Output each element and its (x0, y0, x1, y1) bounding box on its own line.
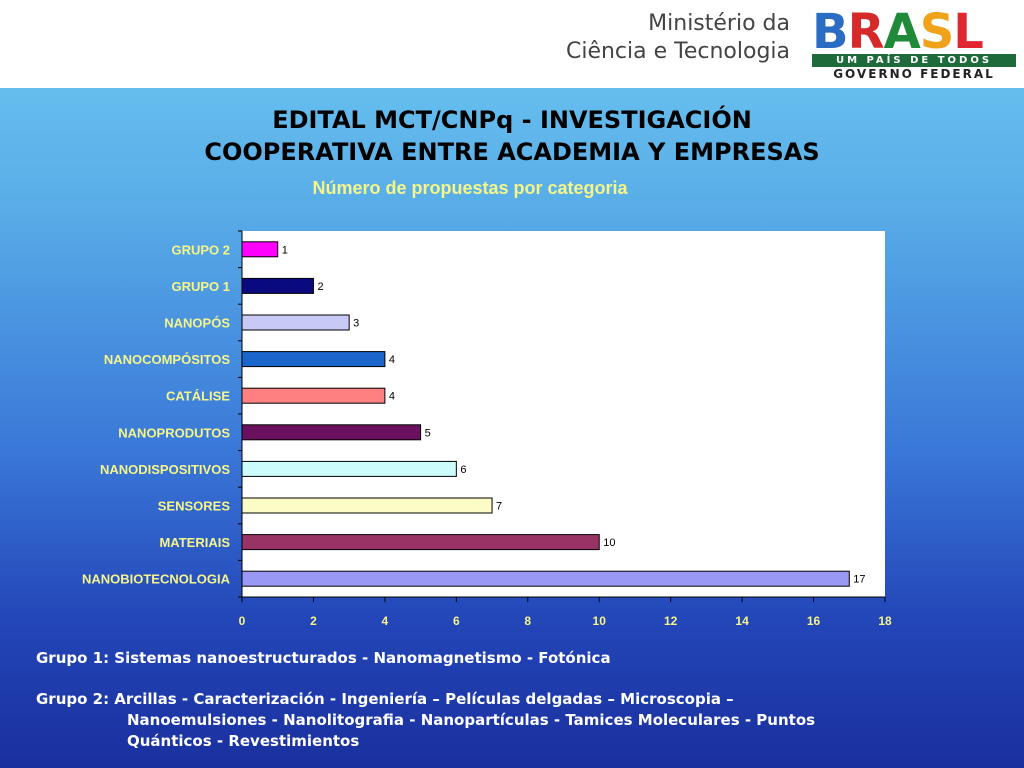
page-title: EDITAL MCT/CNPq - INVESTIGACIÓN COOPERAT… (0, 104, 1024, 168)
data-label: 17 (853, 574, 865, 586)
x-tick-label: 12 (664, 614, 678, 628)
x-tick-label: 8 (524, 614, 531, 628)
x-tick-label: 14 (735, 614, 749, 628)
category-label: NANOPÓS (164, 316, 230, 331)
chart-title: Número de propuestas por categoria (312, 178, 628, 198)
logo-letters: B R A S L (812, 4, 1016, 60)
x-tick-label: 16 (807, 614, 821, 628)
bar (241, 314, 350, 331)
ministry-line-2: Ciência e Tecnologia (565, 39, 790, 64)
data-label: 3 (353, 318, 359, 330)
data-label: 2 (317, 281, 323, 293)
bar (241, 387, 386, 404)
ministry-line-1: Ministério da (648, 11, 790, 36)
data-label: 5 (425, 427, 431, 439)
data-label: 4 (389, 354, 395, 366)
bar (241, 497, 493, 514)
note-grupo-2-line-2: Nanoemulsiones - Nanolitografia - Nanopa… (127, 711, 816, 729)
bar (241, 424, 422, 441)
data-label: 6 (460, 464, 466, 476)
x-tick-label: 4 (382, 614, 389, 628)
data-label: 1 (282, 244, 288, 256)
data-label: 4 (389, 391, 395, 403)
logo-letter-b: B (812, 4, 849, 60)
note-spacer (36, 669, 996, 689)
category-label: NANOPRODUTOS (118, 425, 230, 440)
logo-letter-r: R (847, 4, 885, 60)
bar (241, 570, 850, 587)
brasil-logo: B R A S L UM PAÍS DE TODOS GOVERNO FEDER… (812, 4, 1016, 82)
category-label: NANOBIOTECNOLOGIA (82, 572, 231, 587)
logo-tagline: UM PAÍS DE TODOS (812, 54, 1016, 67)
note-grupo-1: Grupo 1: Sistemas nanoestructurados - Na… (36, 649, 611, 667)
bar (241, 351, 386, 368)
ministry-name: Ministério da Ciência e Tecnologia (566, 10, 790, 66)
x-tick-label: 2 (310, 614, 317, 628)
header-bar: Ministério da Ciência e Tecnologia B R A… (0, 0, 1024, 88)
x-tick-label: 18 (878, 614, 892, 628)
data-label: 10 (603, 537, 615, 549)
group-notes: Grupo 1: Sistemas nanoestructurados - Na… (36, 648, 996, 752)
title-line-2: COOPERATIVA ENTRE ACADEMIA Y EMPRESAS (204, 138, 820, 166)
category-label: GRUPO 1 (171, 279, 230, 294)
bar (241, 460, 457, 477)
logo-government: GOVERNO FEDERAL (833, 67, 995, 81)
category-label: NANODISPOSITIVOS (100, 462, 230, 477)
logo-letter-s: S (919, 4, 955, 60)
category-label: SENSORES (158, 499, 231, 514)
note-grupo-2-line-3: Quánticos - Revestimientos (127, 732, 360, 750)
bar (241, 241, 279, 258)
category-label: GRUPO 2 (171, 242, 230, 257)
title-line-1: EDITAL MCT/CNPq - INVESTIGACIÓN (272, 106, 752, 134)
bar (241, 277, 314, 294)
category-label: CATÁLISE (166, 389, 230, 404)
note-grupo-2-line-1: Grupo 2: Arcillas - Caracterización - In… (36, 690, 734, 708)
data-label: 7 (496, 501, 502, 513)
category-label: MATERIAIS (159, 535, 230, 550)
x-tick-label: 10 (593, 614, 607, 628)
x-tick-label: 0 (239, 614, 246, 628)
logo-letter-a: A (883, 4, 921, 60)
bar (241, 534, 600, 551)
category-label: NANOCOMPÓSITOS (104, 352, 230, 367)
logo-letter-l: L (953, 4, 984, 60)
x-tick-label: 6 (453, 614, 460, 628)
